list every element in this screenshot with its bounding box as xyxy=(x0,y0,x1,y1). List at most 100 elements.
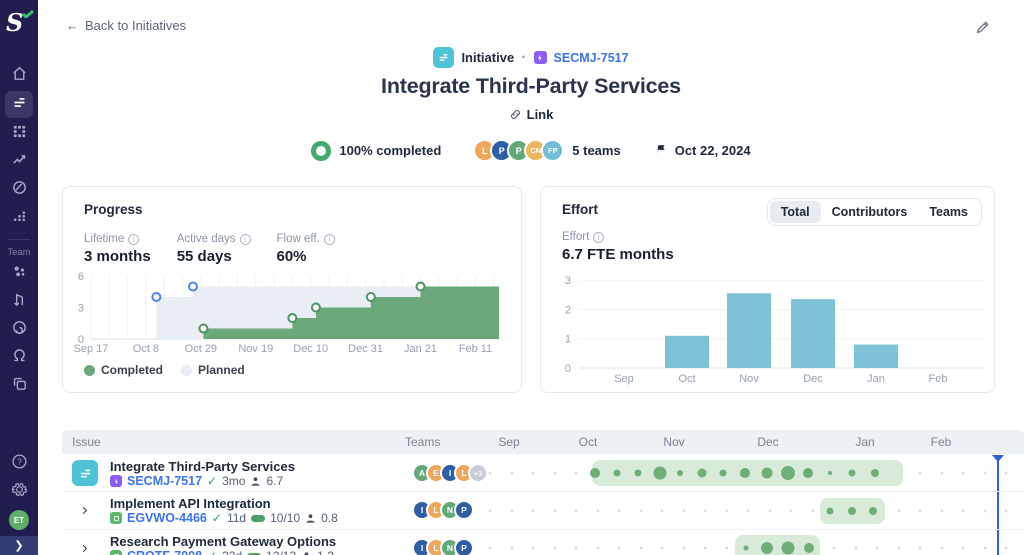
stat-lifetime: Lifetime i 3 months xyxy=(84,233,151,265)
sidebar-item-reports[interactable] xyxy=(5,205,33,230)
idle-dot xyxy=(531,471,535,475)
effort-card-title: Effort xyxy=(562,202,598,217)
pr-icon xyxy=(11,291,28,313)
issue-key-link[interactable]: CROTF-7008 xyxy=(127,549,202,555)
info-icon[interactable]: i xyxy=(239,233,251,245)
idle-dot xyxy=(596,509,599,513)
back-link[interactable]: ← Back to Initiatives xyxy=(66,18,186,33)
sidebar-item-members[interactable] xyxy=(5,261,33,286)
sidebar-collapse-button[interactable]: ❯ xyxy=(0,536,38,555)
status-row: 100% completed L P P CN FP 5 teams Oct 22, 2… xyxy=(38,139,1024,162)
back-label: Back to Initiatives xyxy=(85,18,187,33)
row-team-avatars[interactable]: A E I L +3 xyxy=(412,463,488,483)
sidebar-item-home[interactable] xyxy=(5,63,33,88)
user-avatar[interactable]: ET xyxy=(9,510,29,530)
expand-chevron-icon[interactable] xyxy=(79,503,90,521)
team-avatar-stack[interactable]: L P P CN FP xyxy=(473,139,565,162)
tab-total[interactable]: Total xyxy=(769,201,821,223)
issue-row-1[interactable]: Integrate Third-Party Services SECMJ-7517… xyxy=(62,455,488,491)
svg-text:Oct 8: Oct 8 xyxy=(133,343,159,355)
idle-dot xyxy=(488,471,492,475)
legend-completed: Completed xyxy=(84,363,163,377)
svg-text:Oct: Oct xyxy=(678,373,695,385)
back-arrow-icon: ← xyxy=(66,18,79,33)
svg-text:?: ? xyxy=(17,457,22,466)
idle-dot xyxy=(961,509,965,513)
idle-dot xyxy=(553,471,556,475)
idle-dot xyxy=(983,509,986,513)
issue-key-link[interactable]: EGVWO-4466 xyxy=(127,511,207,525)
row-separator xyxy=(62,529,1024,530)
info-icon[interactable]: i xyxy=(593,231,605,243)
avatar-FP[interactable]: FP xyxy=(541,139,565,162)
link-label: Link xyxy=(526,107,554,122)
sidebar-item-focus[interactable] xyxy=(5,317,33,342)
info-icon[interactable]: i xyxy=(128,233,140,245)
idle-dot xyxy=(682,509,685,513)
stat-flow-eff-: Flow eff. i 60% xyxy=(277,233,335,265)
sidebar-item-help[interactable]: ? xyxy=(5,451,33,476)
svg-text:Nov: Nov xyxy=(739,373,759,385)
activity-dot xyxy=(761,542,773,554)
idle-dot xyxy=(1004,546,1008,550)
page-title: Integrate Third-Party Services xyxy=(381,74,681,98)
sidebar-top-items xyxy=(5,60,33,230)
issue-meta: EGVWO-4466 ✓ 11d 10/10 0.8 xyxy=(110,511,338,525)
logo-check-icon xyxy=(22,10,34,18)
idle-dot xyxy=(875,546,879,550)
idle-dot xyxy=(617,509,621,513)
sidebar-item-goals[interactable] xyxy=(5,177,33,202)
activity-dot xyxy=(634,469,642,477)
activity-dot xyxy=(803,468,813,478)
help-icon: ? xyxy=(11,453,28,475)
idle-dot xyxy=(574,509,578,513)
idle-dot xyxy=(940,546,943,550)
person-icon xyxy=(251,476,261,486)
month-label-sep: Sep xyxy=(498,435,520,449)
sidebar-item-insights[interactable] xyxy=(5,149,33,174)
initiative-icon xyxy=(11,94,28,116)
idle-dot xyxy=(488,546,492,550)
month-label-oct: Oct xyxy=(578,435,598,449)
home-icon xyxy=(11,65,28,87)
effort-stat: Effort i 6.7 FTE months xyxy=(562,231,700,263)
idle-dot xyxy=(1004,509,1008,513)
issue-row-3[interactable]: Research Payment Gateway OptionsCROTF-70… xyxy=(62,529,481,555)
today-line xyxy=(997,455,999,555)
activity-pill xyxy=(735,535,820,555)
month-label-dec: Dec xyxy=(757,435,779,449)
effort-bar-chart: 0 1 2 3 Sep Oct Nov Dec Jan Feb xyxy=(565,275,986,385)
idle-dot xyxy=(789,509,793,513)
sidebar-divider xyxy=(8,239,30,240)
tab-teams[interactable]: Teams xyxy=(929,205,968,219)
idle-dot xyxy=(940,471,943,475)
sidebar-item-discussions[interactable] xyxy=(5,345,33,370)
idle-dot xyxy=(574,546,578,550)
sidebar-item-boards[interactable] xyxy=(5,373,33,398)
sidebar-item-settings[interactable] xyxy=(5,479,33,504)
sidebar-bottom-items: ? xyxy=(5,448,33,504)
svg-text:Oct 29: Oct 29 xyxy=(185,343,217,355)
tab-contributors[interactable]: Contributors xyxy=(831,205,908,219)
expand-chevron-icon[interactable] xyxy=(79,541,90,555)
timeline-area: Sep Oct Nov Dec Jan Feb xyxy=(481,430,1024,555)
edit-pencil-icon[interactable] xyxy=(975,19,991,35)
legend-planned: Planned xyxy=(181,363,245,377)
sidebar-item-apps[interactable] xyxy=(5,121,33,146)
issue-row-2[interactable]: Implement API Integration EGVWO-4466 ✓ 11d 1… xyxy=(62,491,481,529)
sidebar-item-initiatives[interactable] xyxy=(5,91,33,118)
issue-key-link[interactable]: SECMJ-7517 xyxy=(127,474,203,488)
svg-text:Feb: Feb xyxy=(929,373,948,385)
idle-dot xyxy=(660,546,664,550)
info-icon[interactable]: i xyxy=(323,233,335,245)
trend-icon xyxy=(11,151,28,173)
external-link[interactable]: Link xyxy=(38,107,1024,122)
sidebar-item-pull-requests[interactable] xyxy=(5,289,33,314)
idle-dot xyxy=(918,509,922,513)
gear-icon xyxy=(11,481,28,503)
issue-key-link[interactable]: SECMJ-7517 xyxy=(553,50,629,65)
app-logo[interactable]: S xyxy=(6,8,34,38)
initiative-badge-row: Initiative · SECMJ-7517 xyxy=(38,47,1024,68)
